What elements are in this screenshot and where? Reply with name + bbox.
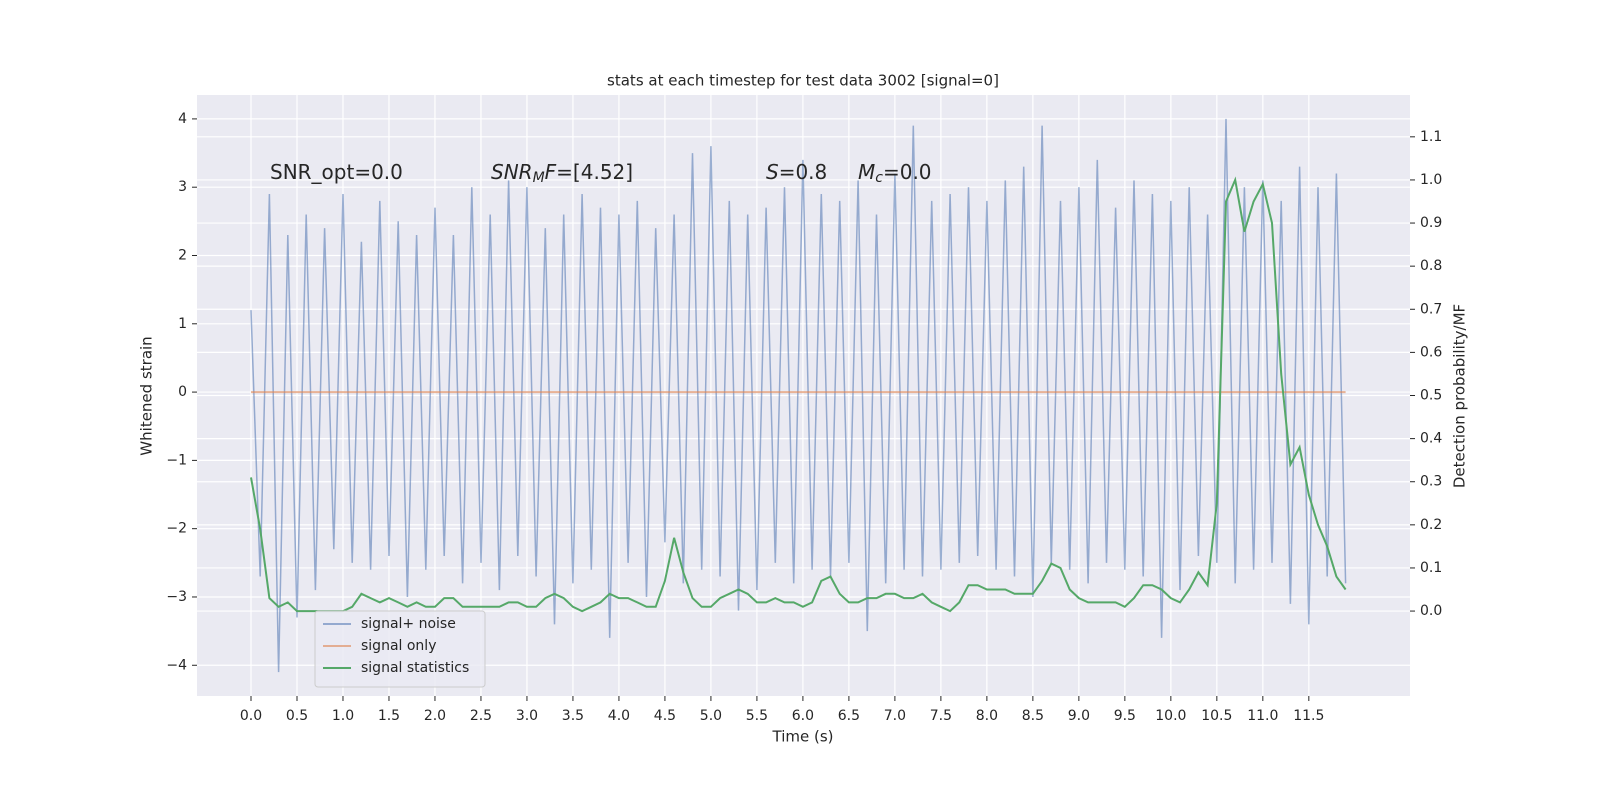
series-line <box>250 176 1347 613</box>
legend-label: signal statistics <box>361 660 469 676</box>
y-tick-label: 4 <box>178 111 187 127</box>
y2-tick-label: 0.1 <box>1420 560 1442 576</box>
y-tick-label: −1 <box>166 452 187 468</box>
x-tick-label: 0.0 <box>240 708 262 724</box>
y-tick-label: −4 <box>166 657 187 673</box>
chart-title: stats at each timestep for test data 300… <box>607 72 999 90</box>
x-tick-label: 1.0 <box>332 708 354 724</box>
x-tick-label: 3.0 <box>516 708 538 724</box>
y-tick-label: 3 <box>178 179 187 195</box>
annotation-part: c <box>875 170 883 186</box>
x-tick-label: 3.5 <box>562 708 584 724</box>
x-tick-label: 8.0 <box>976 708 998 724</box>
x-tick-label: 4.5 <box>654 708 676 724</box>
x-axis-label: Time (s) <box>772 728 834 746</box>
legend-label: signal only <box>361 638 436 654</box>
legend-label: signal+ noise <box>361 616 456 632</box>
x-tick-label: 0.5 <box>286 708 308 724</box>
y-tick-label: 0 <box>178 384 187 400</box>
x-tick-label: 11.5 <box>1293 708 1324 724</box>
x-tick-label: 5.0 <box>700 708 722 724</box>
annotation-part: M <box>858 160 875 184</box>
y2-axis-label: Detection probability/MF <box>1451 304 1469 488</box>
series-line <box>250 118 1347 673</box>
y-tick-label: −2 <box>166 521 187 537</box>
y2-tick-label: 0.9 <box>1420 215 1442 231</box>
y2-tick-label: 0.6 <box>1420 344 1442 360</box>
x-tick-label: 5.5 <box>746 708 768 724</box>
annotation-part: F <box>545 160 557 184</box>
y2-tick-label: 0.5 <box>1420 388 1442 404</box>
y2-tick-label: 0.4 <box>1420 431 1442 447</box>
annotation-part: =0.0 <box>883 160 932 184</box>
x-tick-label: 10.5 <box>1201 708 1232 724</box>
annotation-part: S <box>766 160 779 184</box>
x-tick-label: 11.0 <box>1247 708 1278 724</box>
x-tick-label: 8.5 <box>1022 708 1044 724</box>
annotation: SNRMF=[4.52] <box>491 160 633 187</box>
annotation: Mc=0.0 <box>858 160 932 187</box>
y2-tick-label: 0.3 <box>1420 474 1442 490</box>
annotation-part: SNR <box>491 160 533 184</box>
y-tick-label: 1 <box>178 316 187 332</box>
x-tick-label: 9.0 <box>1068 708 1090 724</box>
legend-box <box>314 610 486 688</box>
x-tick-label: 7.0 <box>884 708 906 724</box>
y2-tick-label: 1.0 <box>1420 172 1442 188</box>
annotation: SNR_opt=0.0 <box>270 160 403 184</box>
x-tick-label: 4.0 <box>608 708 630 724</box>
y-tick-label: 2 <box>178 247 187 263</box>
x-tick-label: 10.0 <box>1155 708 1186 724</box>
x-tick-label: 2.0 <box>424 708 446 724</box>
x-tick-label: 1.5 <box>378 708 400 724</box>
y2-tick-label: 0.0 <box>1420 603 1442 619</box>
y-tick-label: −3 <box>166 589 187 605</box>
y2-tick-label: 0.7 <box>1420 301 1442 317</box>
annotation-part: =0.8 <box>779 160 828 184</box>
y2-tick-label: 0.8 <box>1420 258 1442 274</box>
annotation-part: =[4.52] <box>556 160 633 184</box>
annotation-part: SNR_opt=0.0 <box>270 160 403 184</box>
x-tick-label: 7.5 <box>930 708 952 724</box>
x-tick-label: 6.5 <box>838 708 860 724</box>
x-tick-label: 9.5 <box>1114 708 1136 724</box>
y2-tick-label: 0.2 <box>1420 517 1442 533</box>
marks <box>250 118 1347 673</box>
x-tick-label: 6.0 <box>792 708 814 724</box>
y2-tick-label: 1.1 <box>1420 129 1442 145</box>
y-axis-label: Whitened strain <box>138 336 156 455</box>
x-tick-label: 2.5 <box>470 708 492 724</box>
annotation: S=0.8 <box>766 160 827 184</box>
annotation-part: M <box>533 170 545 186</box>
